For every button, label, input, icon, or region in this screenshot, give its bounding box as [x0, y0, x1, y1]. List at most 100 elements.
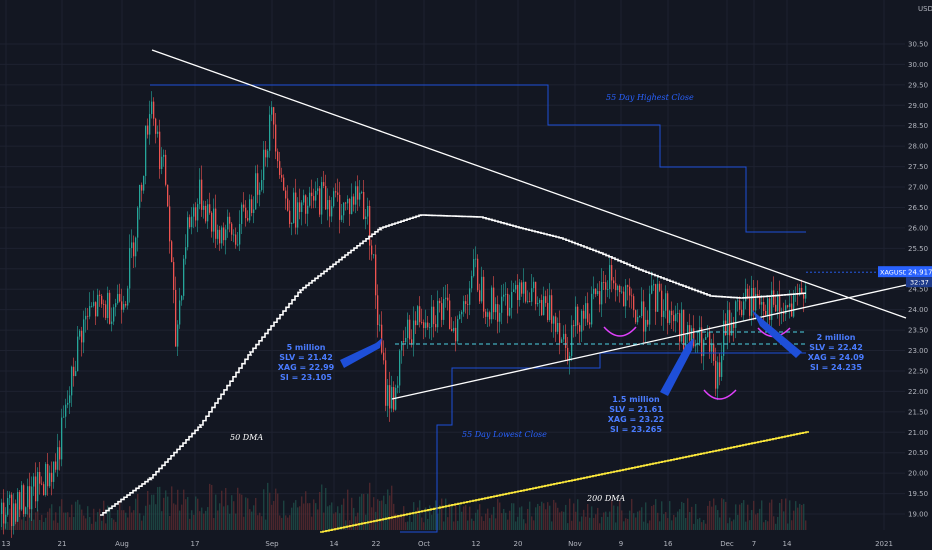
candle-body	[715, 360, 717, 389]
volume-bar	[541, 501, 543, 530]
volume-note-line: SI = 23.265	[610, 425, 662, 434]
candle-body	[673, 315, 675, 322]
volume-bar	[151, 494, 153, 530]
candle-body	[283, 177, 285, 191]
volume-bar	[361, 493, 363, 530]
candle-body	[121, 301, 123, 310]
volume-bar	[71, 504, 73, 530]
volume-note-line: 5 million	[287, 343, 326, 352]
candle-body	[555, 316, 557, 332]
volume-bar	[635, 517, 637, 530]
volume-bar	[51, 504, 53, 530]
volume-bar	[655, 499, 657, 530]
candle-body	[105, 304, 107, 318]
candle-body	[369, 205, 371, 246]
volume-bar	[43, 521, 45, 530]
candle-body	[65, 404, 67, 417]
volume-bar	[717, 510, 719, 530]
candle-body	[379, 324, 381, 326]
candle-body	[417, 306, 419, 326]
volume-bar	[245, 497, 247, 530]
volume-bar	[773, 516, 775, 530]
volume-bar	[67, 512, 69, 530]
candle-body	[373, 254, 375, 256]
volume-bar	[619, 500, 621, 530]
x-tick-label: Aug	[115, 540, 129, 548]
volume-bar	[207, 507, 209, 530]
candle-body	[697, 342, 699, 345]
volume-bar	[679, 509, 681, 530]
y-tick-label: 23.00	[908, 347, 928, 355]
lowest-close-line	[400, 352, 806, 533]
arrow-1	[340, 338, 382, 368]
candle-body	[215, 208, 217, 239]
volume-bar	[437, 513, 439, 530]
volume-bar	[125, 512, 127, 530]
y-tick-label: 27.50	[908, 163, 928, 171]
volume-bar	[643, 521, 645, 530]
volume-bar	[665, 512, 667, 530]
candle-body	[413, 320, 415, 345]
volume-bar	[705, 523, 707, 530]
volume-bar	[377, 499, 379, 530]
candle-body	[669, 310, 671, 323]
volume-bar	[47, 511, 49, 530]
candle-body	[157, 131, 159, 134]
volume-bar	[431, 514, 433, 530]
volume-bar	[49, 508, 51, 530]
volume-bar	[605, 511, 607, 530]
candle-body	[521, 282, 523, 294]
volume-bar	[57, 522, 59, 530]
volume-bar	[289, 515, 291, 530]
candle-body	[519, 282, 521, 300]
volume-bar	[171, 486, 173, 530]
candle-body	[497, 304, 499, 322]
volume-bar	[517, 516, 519, 530]
volume-bar	[719, 517, 721, 530]
volume-bar	[159, 486, 161, 530]
volume-bar	[545, 509, 547, 530]
volume-bar	[325, 488, 327, 530]
candle-body	[671, 310, 673, 316]
volume-bar	[175, 504, 177, 530]
volume-bar	[353, 507, 355, 530]
volume-bar	[623, 521, 625, 530]
volume-bar	[447, 517, 449, 530]
volume-bar	[205, 510, 207, 530]
volume-bar	[499, 502, 501, 530]
candle-body	[319, 188, 321, 215]
candle-body	[643, 301, 645, 332]
volume-bar	[189, 518, 191, 530]
volume-bar	[495, 518, 497, 530]
candle-body	[517, 284, 519, 300]
volume-bar	[595, 514, 597, 530]
candle-body	[21, 485, 23, 510]
candle-body	[315, 190, 317, 201]
volume-bar	[739, 504, 741, 530]
volume-bar	[383, 495, 385, 530]
candle-body	[709, 332, 711, 352]
currency-label: USD	[918, 5, 932, 13]
candle-body	[525, 281, 527, 302]
candle-body	[703, 339, 705, 357]
volume-bar	[73, 516, 75, 530]
volume-bar	[613, 505, 615, 530]
volume-bar	[405, 522, 407, 530]
volume-bar	[345, 520, 347, 530]
candle-body	[729, 310, 731, 336]
volume-bar	[629, 510, 631, 530]
y-tick-label: 24.50	[908, 286, 928, 294]
volume-bar	[79, 504, 81, 530]
volume-bar	[195, 496, 197, 530]
volume-bar	[581, 516, 583, 530]
countdown-box	[906, 277, 932, 288]
volume-bar	[107, 505, 109, 530]
volume-bar	[93, 508, 95, 530]
x-tick-label: 22	[372, 540, 381, 548]
volume-bar	[395, 513, 397, 530]
candle-body	[441, 303, 443, 320]
candle-body	[57, 447, 59, 470]
volume-bar	[535, 507, 537, 530]
